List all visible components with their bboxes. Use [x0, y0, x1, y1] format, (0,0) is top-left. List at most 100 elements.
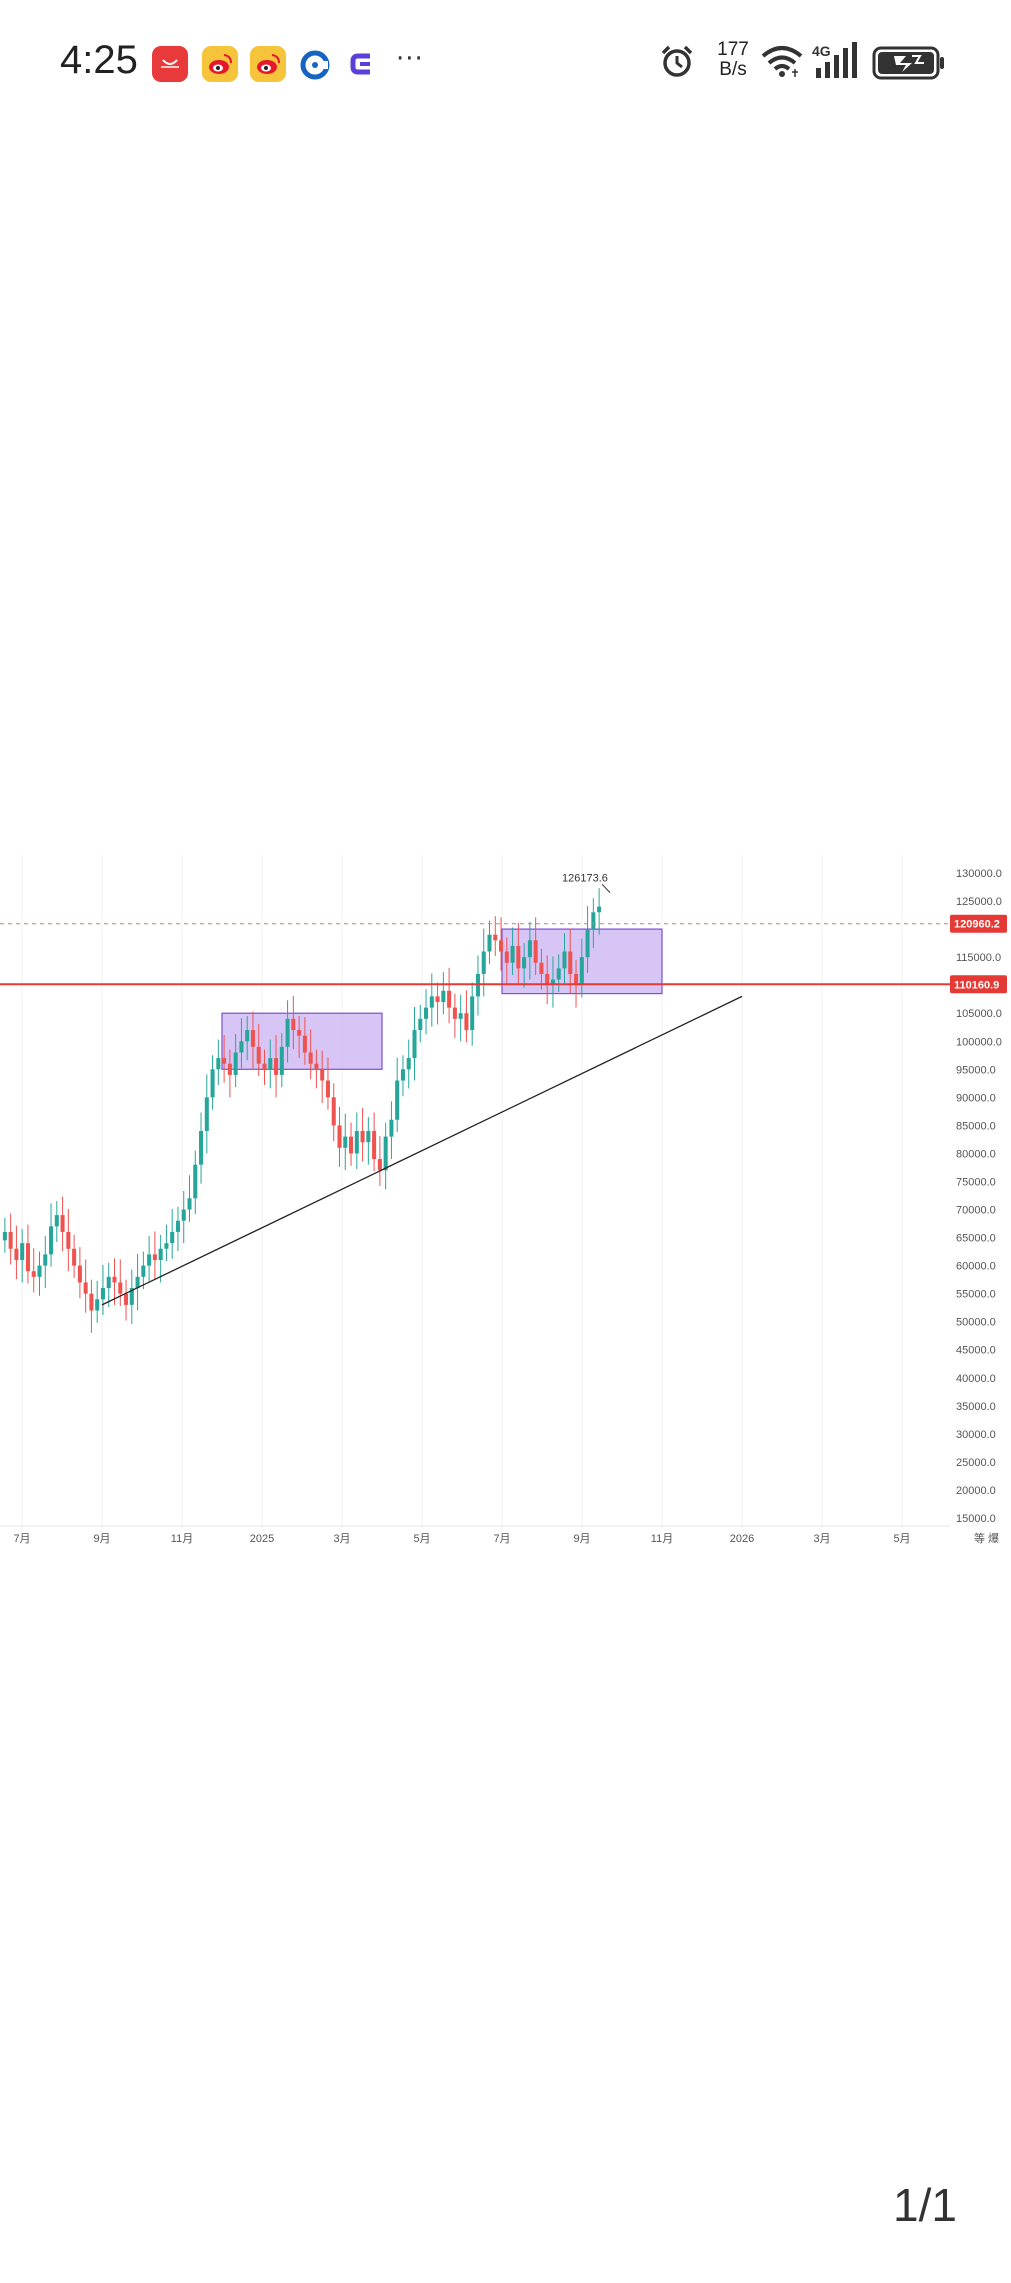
y-tick-label: 75000.0 [956, 1176, 996, 1188]
y-tick-label: 95000.0 [956, 1064, 996, 1076]
page-indicator: 1/1 [893, 2179, 957, 2231]
candle-body [527, 940, 532, 958]
current-price-badge-bg [950, 914, 1007, 933]
candle-body [366, 1131, 371, 1143]
x-tick-label: 2026 [730, 1533, 754, 1545]
candle-body [227, 1063, 232, 1075]
candle-body [233, 1052, 238, 1075]
network-speed: 177 B/s [710, 40, 756, 80]
candle-body [504, 951, 509, 963]
clock-time: 4:25 [60, 38, 138, 82]
candle-body [222, 1058, 227, 1064]
candle-body [297, 1030, 302, 1036]
candle-body [129, 1288, 134, 1305]
candle-body [406, 1058, 411, 1070]
candle-body [291, 1018, 296, 1031]
y-tick-label: 60000.0 [956, 1261, 996, 1273]
candle-body [8, 1231, 13, 1249]
candle-body [14, 1248, 19, 1260]
candle-body [539, 962, 544, 974]
y-tick-label: 20000.0 [956, 1485, 996, 1497]
c-app-icon [346, 48, 378, 80]
candle-body [158, 1248, 163, 1260]
network-speed-value: 177 [717, 39, 749, 60]
candle-body [458, 1013, 463, 1019]
candle-body [262, 1063, 267, 1070]
peak-price-label: 126173.6 [562, 872, 608, 884]
y-tick-label: 15000.0 [956, 1513, 996, 1525]
support-price-badge: 110160.9 [954, 979, 999, 991]
y-tick-label: 40000.0 [956, 1373, 996, 1385]
y-tick-label: 85000.0 [956, 1120, 996, 1132]
candle-body [400, 1069, 405, 1081]
candle-body [510, 945, 515, 963]
candle-body [579, 957, 584, 986]
support-price-badge-bg [950, 975, 1007, 994]
candle-body [100, 1288, 105, 1300]
candle-body [568, 951, 573, 974]
x-tick-label: 7月 [13, 1533, 30, 1545]
signal-icon: 4G [812, 42, 860, 84]
y-tick-label: 55000.0 [956, 1289, 996, 1301]
candle-body [54, 1215, 59, 1227]
more-icon: ··· [396, 44, 424, 74]
x-tick-label: 11月 [651, 1533, 673, 1545]
candle-body [20, 1243, 25, 1260]
candle-body [383, 1136, 388, 1171]
x-tick-label: 3月 [333, 1533, 350, 1545]
candle-body [2, 1231, 7, 1241]
candle-body [72, 1248, 77, 1266]
candle-body [562, 951, 567, 969]
y-tick-label: 65000.0 [956, 1233, 996, 1245]
candle-body [522, 957, 527, 969]
y-tick-label: 80000.0 [956, 1148, 996, 1160]
x-tick-label: 5月 [893, 1533, 910, 1545]
candle-body [147, 1254, 152, 1266]
candle-body [441, 990, 446, 1002]
candle-body [256, 1046, 261, 1064]
candle-body [556, 968, 561, 980]
candle-body [124, 1293, 129, 1305]
candle-body [141, 1265, 146, 1277]
candle-body [112, 1276, 117, 1283]
candle-body [164, 1243, 169, 1249]
candle-body [193, 1164, 198, 1199]
candle-body [354, 1131, 359, 1154]
candle-body [135, 1276, 140, 1289]
candle-body [435, 996, 440, 1002]
chart-svg: 126173.6130000.0125000.0115000.0110000.0… [0, 855, 1007, 1545]
candle-body [533, 940, 538, 963]
y-tick-label: 70000.0 [956, 1205, 996, 1217]
candle-body [550, 979, 555, 986]
candle-body [268, 1058, 273, 1070]
candle-body [591, 912, 596, 930]
y-tick-label: 25000.0 [956, 1457, 996, 1469]
candle-body [279, 1046, 284, 1075]
candle-body [499, 940, 504, 952]
candle-body [118, 1282, 123, 1294]
c-app-icon [298, 48, 332, 82]
network-speed-unit: B/s [719, 59, 747, 80]
candle-body [452, 1007, 457, 1019]
candle-body [106, 1276, 111, 1289]
candle-body [83, 1282, 88, 1294]
candle-body [216, 1058, 221, 1070]
candle-body [95, 1299, 100, 1311]
weibo-icon [202, 46, 238, 82]
x-tick-label: 2025 [250, 1533, 274, 1545]
candle-body [250, 1030, 255, 1047]
candle-body [210, 1069, 215, 1098]
candle-body [395, 1080, 400, 1120]
candle-body [481, 951, 486, 974]
wifi-icon [760, 44, 804, 82]
candle-body [25, 1243, 30, 1272]
alarm-icon [658, 42, 696, 84]
battery-charging-icon [872, 46, 946, 84]
x-tick-label: 9月 [93, 1533, 110, 1545]
candle-body [337, 1125, 342, 1148]
candle-body [170, 1231, 175, 1244]
candle-body [360, 1131, 365, 1143]
status-bar: 4:25 ··· 177 B/s 4G [0, 0, 1011, 120]
network-type: 4G [812, 43, 831, 59]
price-chart: 126173.6130000.0125000.0115000.0110000.0… [0, 855, 1011, 1555]
